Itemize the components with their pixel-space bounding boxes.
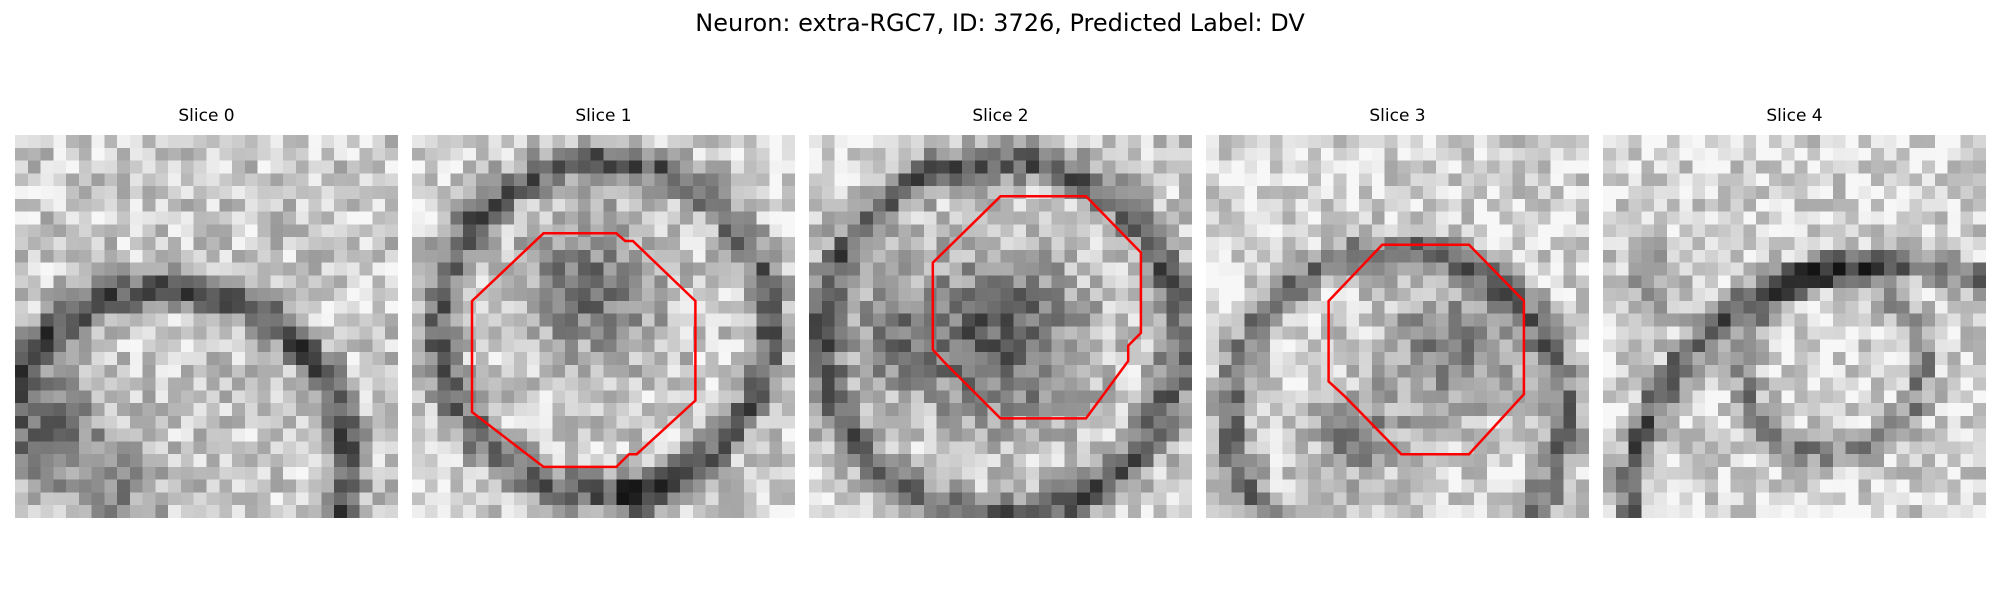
- slice-pixel-grid: [1206, 135, 1589, 518]
- slice-image-4: [1603, 135, 1986, 518]
- figure-title: Neuron: extra-RGC7, ID: 3726, Predicted …: [695, 9, 1305, 37]
- roi-contour: [470, 232, 697, 469]
- slice-title-2: Slice 2: [972, 106, 1029, 126]
- slice-image-0: [15, 135, 398, 518]
- slice-image-3: [1206, 135, 1589, 518]
- slice-title-4: Slice 4: [1766, 106, 1823, 126]
- slice-image-2: [809, 135, 1192, 518]
- slice-title-1: Slice 1: [575, 106, 632, 126]
- slice-pixel-grid: [412, 135, 795, 518]
- slice-pixel-grid: [809, 135, 1192, 518]
- slice-title-0: Slice 0: [178, 106, 235, 126]
- roi-contour: [1327, 243, 1526, 456]
- roi-contour: [931, 195, 1143, 420]
- slice-pixel-grid: [1603, 135, 1986, 518]
- slice-title-3: Slice 3: [1369, 106, 1426, 126]
- slice-pixel-grid: [15, 135, 398, 518]
- slice-image-1: [412, 135, 795, 518]
